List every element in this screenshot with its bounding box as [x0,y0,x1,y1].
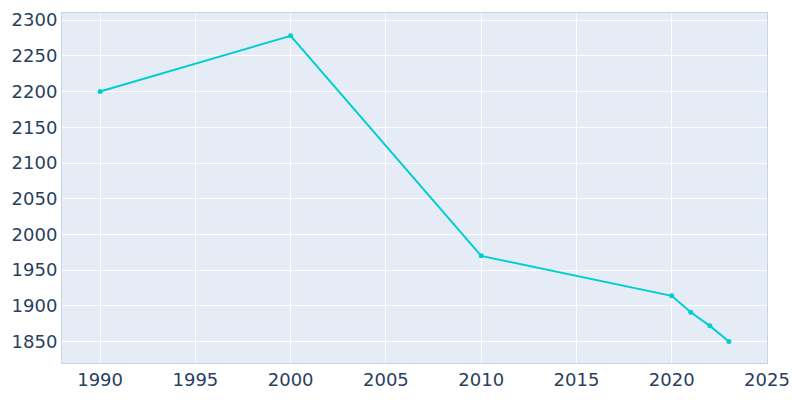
svg-text:2150: 2150 [12,117,58,138]
svg-text:2200: 2200 [12,81,58,102]
svg-text:2050: 2050 [12,188,58,209]
svg-text:2300: 2300 [12,9,58,30]
svg-text:1990: 1990 [77,369,123,390]
svg-text:2025: 2025 [744,369,790,390]
svg-text:2020: 2020 [649,369,695,390]
svg-text:2010: 2010 [458,369,504,390]
svg-text:1950: 1950 [12,259,58,280]
svg-text:1850: 1850 [12,331,58,352]
svg-text:2100: 2100 [12,152,58,173]
svg-text:1995: 1995 [172,369,218,390]
svg-text:1900: 1900 [12,295,58,316]
svg-text:2000: 2000 [268,369,314,390]
svg-text:2005: 2005 [363,369,409,390]
svg-text:2250: 2250 [12,45,58,66]
svg-text:2015: 2015 [554,369,600,390]
svg-text:2000: 2000 [12,224,58,245]
